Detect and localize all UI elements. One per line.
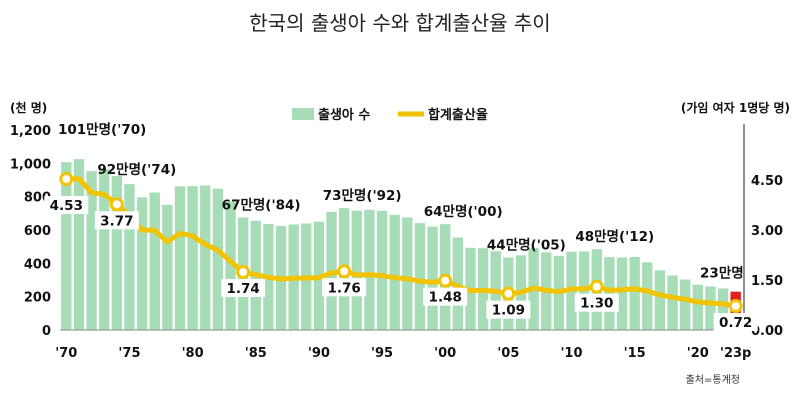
x-tick-label: '90	[308, 346, 330, 361]
left-tick-label: 1,000	[10, 157, 51, 172]
tfr-marker	[728, 299, 743, 313]
tfr-label-bg	[94, 211, 139, 230]
birth-bar	[427, 226, 438, 330]
birth-annotation: 92만명('74)	[97, 161, 176, 178]
birth-annotation: 101만명('70)	[58, 121, 146, 138]
birth-bar	[162, 204, 173, 330]
left-tick-label: 800	[24, 191, 51, 206]
birth-bar	[212, 188, 224, 330]
birth-annotation: 23만명	[700, 265, 744, 282]
birth-bar	[187, 186, 198, 330]
tfr-label-bg	[322, 278, 367, 297]
legend-tfr-label: 합계출산율	[428, 107, 488, 123]
birth-bar	[86, 171, 97, 330]
birth-bar	[389, 214, 400, 330]
birth-bar	[73, 159, 85, 330]
tfr-label-bg	[486, 300, 531, 319]
birth-bar	[149, 192, 160, 330]
left-tick-label: 600	[24, 224, 51, 239]
birth-bar	[717, 288, 729, 330]
birth-bar	[376, 210, 388, 330]
tfr-marker	[109, 197, 124, 212]
tfr-data-label: 4.53	[50, 198, 83, 214]
birth-bar	[351, 210, 362, 330]
right-tick-label: 3.00	[751, 224, 783, 239]
right-tick-label: 1.50	[751, 274, 783, 289]
x-tick-label: '80	[182, 346, 204, 361]
x-tick-label: '15	[624, 346, 646, 361]
birth-annotation: 67만명('84)	[222, 197, 301, 214]
birth-bar	[402, 217, 413, 330]
tfr-marker	[337, 264, 352, 279]
right-tick-label: 4.50	[751, 174, 783, 189]
birth-bar	[679, 279, 691, 330]
chart-title: 한국의 출생아 수와 합계출산율 추이	[249, 11, 550, 35]
source-note: 출처=통계청	[686, 374, 740, 386]
birth-bar	[654, 270, 666, 330]
birth-bar	[111, 176, 123, 330]
birth-bar	[136, 197, 148, 330]
right-axis-unit: (가임 여자 1명당 명)	[681, 100, 790, 115]
left-tick-label: 400	[24, 257, 51, 272]
tfr-marker	[236, 265, 251, 279]
x-tick-label: '75	[118, 346, 140, 361]
birth-bar	[99, 169, 110, 330]
tfr-label-bg	[221, 279, 266, 297]
tfr-label-bg	[44, 196, 89, 214]
birth-bar	[705, 286, 716, 330]
tfr-label-bg	[423, 287, 468, 306]
x-tick-label: '00	[434, 346, 456, 361]
legend-births-label: 출생아 수	[318, 107, 370, 123]
tfr-data-label: 1.09	[492, 303, 525, 319]
birth-bar	[667, 275, 678, 330]
tfr-label-bg	[574, 293, 619, 312]
birth-bar	[414, 223, 426, 330]
x-tick-label: '23p	[720, 346, 751, 361]
tfr-marker	[59, 172, 74, 186]
tfr-data-label: 3.77	[100, 213, 133, 229]
birth-annotation: 48만명('12)	[575, 228, 654, 245]
birth-annotation: 64만명('00)	[424, 203, 503, 220]
tfr-data-label: 1.30	[580, 296, 613, 312]
tfr-marker	[438, 273, 453, 288]
tfr-data-label: 1.76	[328, 280, 361, 296]
tfr-data-label: 1.74	[226, 281, 259, 297]
birth-bar	[692, 284, 703, 330]
birth-bar	[225, 201, 236, 330]
x-tick-label: '20	[687, 346, 709, 361]
birth-bar	[61, 162, 72, 330]
tfr-data-label: 0.72	[719, 315, 752, 331]
left-axis-unit: (천 명)	[10, 100, 47, 115]
tfr-line	[63, 176, 739, 309]
legend: 출생아 수 합계출산율	[292, 107, 488, 123]
birth-bar	[364, 209, 375, 330]
birth-annotation: 44만명('05)	[487, 237, 566, 254]
right-tick-label: 0.00	[751, 324, 783, 339]
left-tick-label: 200	[24, 291, 51, 306]
left-tick-label: 1,200	[10, 124, 51, 139]
tfr-marker	[501, 286, 516, 301]
birth-bar	[174, 186, 186, 330]
birth-bar	[604, 257, 615, 330]
legend-bar-swatch	[292, 108, 314, 120]
tfr-marker	[589, 279, 604, 294]
left-tick-label: 0	[42, 324, 51, 339]
x-tick-label: '70	[55, 346, 77, 361]
x-tick-label: '10	[560, 346, 582, 361]
birth-bar	[200, 185, 211, 330]
tfr-data-label: 1.48	[429, 290, 462, 306]
birth-bar	[124, 184, 135, 330]
tfr-label-bg	[713, 313, 758, 331]
birth-bar	[616, 257, 628, 330]
x-tick-label: '05	[497, 346, 519, 361]
x-tick-label: '95	[371, 346, 393, 361]
birth-bar	[629, 257, 640, 330]
x-tick-label: '85	[245, 346, 267, 361]
birth-bar	[642, 262, 653, 330]
birth-annotation: 73만명('92)	[323, 187, 402, 204]
